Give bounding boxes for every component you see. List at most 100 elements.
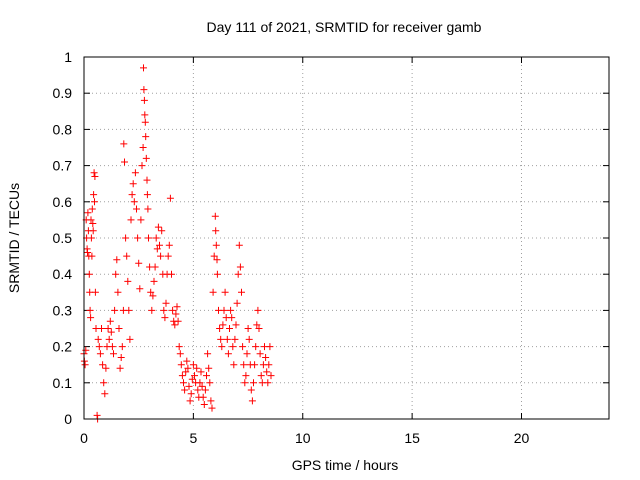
data-point — [104, 325, 112, 332]
data-point — [194, 386, 202, 394]
data-point — [212, 227, 220, 235]
data-point — [228, 314, 236, 322]
y-tick-label: 0.5 — [53, 230, 73, 246]
data-point — [84, 249, 91, 256]
data-point — [208, 404, 216, 412]
data-point — [106, 317, 114, 325]
data-point — [137, 216, 145, 224]
data-point — [265, 361, 273, 369]
data-point — [89, 220, 97, 227]
data-point — [248, 397, 256, 405]
data-point — [247, 386, 255, 394]
data-point — [229, 343, 237, 351]
data-point — [166, 194, 174, 202]
data-point — [207, 397, 215, 405]
data-point — [145, 234, 152, 242]
data-point — [153, 245, 161, 253]
data-point — [196, 379, 204, 387]
data-point — [140, 86, 148, 94]
data-point — [81, 361, 89, 369]
data-point — [187, 390, 195, 398]
data-point — [127, 216, 135, 224]
data-point — [242, 372, 250, 380]
y-tick-label: 0 — [64, 411, 72, 427]
data-point — [216, 325, 224, 332]
data-point — [158, 227, 166, 235]
data-point — [105, 335, 113, 343]
data-point — [122, 234, 130, 242]
data-point — [213, 270, 221, 278]
data-point — [143, 191, 151, 199]
data-point — [120, 140, 128, 148]
data-point — [102, 364, 110, 372]
data-point — [82, 346, 90, 354]
data-point — [128, 191, 136, 199]
data-point — [138, 162, 146, 170]
data-point — [149, 292, 157, 300]
data-point — [218, 343, 226, 351]
data-point — [227, 306, 235, 314]
data-point — [267, 372, 275, 380]
data-point — [199, 393, 207, 401]
data-point — [90, 169, 98, 177]
data-point — [185, 382, 193, 390]
y-tick-label: 0.1 — [53, 375, 73, 391]
data-point — [205, 364, 213, 372]
data-point — [250, 379, 257, 387]
data-point — [88, 252, 96, 260]
data-point — [256, 350, 264, 358]
data-point — [234, 270, 242, 278]
data-point — [200, 401, 208, 408]
data-point — [88, 205, 96, 213]
data-point — [193, 364, 201, 372]
data-point — [191, 372, 198, 380]
data-point — [87, 216, 95, 224]
data-point — [160, 306, 168, 314]
data-point — [141, 118, 149, 126]
data-point — [115, 325, 123, 332]
data-point — [220, 306, 228, 314]
data-point — [140, 64, 147, 72]
data-point — [257, 372, 265, 380]
data-point — [217, 335, 225, 343]
data-point — [135, 259, 143, 267]
data-point — [221, 288, 229, 296]
data-point — [165, 241, 173, 249]
y-tick-label: 0.8 — [53, 121, 73, 137]
data-point — [204, 350, 212, 358]
data-point — [141, 111, 149, 119]
data-point — [223, 335, 231, 343]
data-point — [144, 205, 152, 213]
y-tick-label: 1 — [64, 49, 72, 65]
data-point — [107, 328, 115, 336]
data-point — [150, 277, 158, 285]
y-tick-label: 0.4 — [53, 266, 73, 282]
data-point — [129, 180, 137, 188]
data-point — [224, 350, 232, 358]
data-point — [99, 361, 107, 369]
data-point — [126, 335, 134, 343]
data-point — [183, 357, 191, 365]
data-point — [142, 133, 150, 141]
x-tick-label: 0 — [80, 430, 88, 446]
data-point — [252, 343, 260, 351]
data-point — [143, 176, 151, 184]
data-point — [238, 288, 245, 296]
data-point — [95, 343, 103, 351]
data-point — [113, 256, 121, 264]
data-point — [94, 335, 102, 343]
data-point — [124, 277, 132, 285]
data-point — [123, 252, 131, 260]
y-tick-label: 0.6 — [53, 194, 73, 210]
y-tick-label: 0.3 — [53, 302, 73, 318]
data-point — [197, 368, 205, 376]
data-point — [91, 198, 98, 206]
data-point — [240, 361, 248, 369]
data-point — [87, 314, 95, 322]
data-point — [171, 321, 179, 329]
chart-title: Day 111 of 2021, SRMTID for receiver gam… — [207, 19, 482, 35]
data-point — [245, 335, 253, 343]
data-point — [173, 303, 181, 311]
data-point — [263, 368, 271, 376]
